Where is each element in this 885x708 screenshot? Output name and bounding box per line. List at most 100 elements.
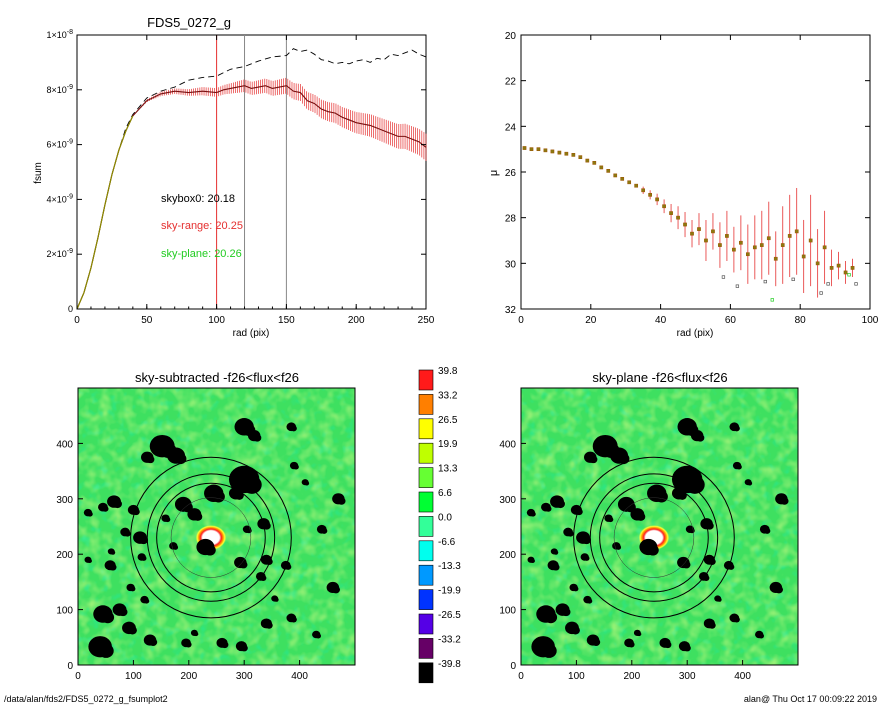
mu-point	[683, 222, 687, 227]
mu-point	[550, 149, 555, 154]
colorbar-swatch	[418, 369, 434, 391]
mask-blob	[617, 453, 630, 465]
colorbar-swatch	[418, 418, 434, 440]
p1-xtick-label: 100	[208, 315, 225, 326]
p2-ytick-label: 24	[505, 122, 517, 133]
p1-title: FDS5_0272_g	[147, 15, 231, 30]
p1-xtick-label: 200	[348, 315, 365, 326]
mu-outlier	[826, 282, 830, 286]
mask-blob	[589, 455, 598, 464]
mu-point	[822, 245, 827, 250]
mask-blob	[304, 481, 310, 486]
p2-xtick-label: 40	[655, 315, 667, 326]
p1-xtick-label: 0	[74, 315, 80, 326]
aperture-circle	[170, 497, 252, 578]
mu-outlier	[721, 275, 726, 279]
mu-point	[704, 238, 708, 243]
mask-blob	[127, 626, 137, 635]
mu-point	[711, 229, 715, 234]
p3-xtick-label: 300	[236, 671, 253, 682]
p1-ytick-label: 6×10-9	[46, 139, 73, 150]
p4-ytick-label: 400	[499, 439, 516, 450]
p3-xtick-label: 400	[291, 671, 308, 682]
p4-ytick-label: 300	[499, 495, 516, 506]
mask-blob	[607, 517, 614, 523]
p2-xtick-label: 0	[518, 315, 524, 326]
mu-outlier	[847, 273, 851, 277]
mask-blob	[290, 425, 297, 432]
mu-point	[808, 238, 813, 243]
mu-point	[794, 229, 799, 234]
sky-plane-image: sky-plane -f26<flux<f26 0 100 200 300 400 0 1…	[499, 370, 799, 682]
mu-point	[787, 234, 792, 238]
annotation-sky-range: sky-range: 20.25	[161, 220, 243, 232]
mask-blob	[586, 598, 593, 604]
p3-xtick-label: 100	[125, 671, 142, 682]
p3-ytick-label: 0	[67, 661, 73, 672]
p2-ylabel: μ	[488, 170, 500, 176]
p2-xtick-label: 60	[725, 315, 737, 326]
mask-blob	[736, 464, 742, 470]
mask-blob	[696, 434, 705, 442]
aperture-circle	[156, 482, 266, 593]
mask-blob	[758, 633, 764, 639]
colorbar-label: -19.9	[438, 586, 461, 597]
mask-blob	[764, 528, 771, 534]
p1-ytick-label: 8×10-9	[46, 84, 73, 95]
p2-ytick-label: 30	[505, 259, 517, 270]
colorbar-swatch	[418, 540, 434, 562]
mu-point	[662, 204, 666, 209]
colorbar-label: -26.5	[438, 610, 461, 621]
colorbar-label: 26.5	[438, 415, 458, 426]
mu-point	[606, 169, 611, 173]
colorbar: 39.8 33.2 26.5 19.9 13.3 6.6 0.0 -6.6 -13.3 -19.9…	[418, 366, 461, 684]
mu-point	[746, 252, 750, 257]
mu-outlier	[819, 291, 823, 295]
mu-point	[592, 161, 597, 165]
colorbar-swatch	[418, 564, 434, 586]
mu-point	[669, 211, 673, 215]
mask-blob	[708, 622, 716, 629]
mask-blob	[118, 607, 128, 617]
mask-blob	[234, 491, 244, 500]
colorbar-swatch	[418, 491, 434, 513]
mask-blob	[570, 626, 580, 635]
mu-outlier	[735, 284, 740, 288]
mask-blob	[530, 511, 536, 517]
mu-outlier	[763, 279, 767, 284]
mu-point	[759, 243, 764, 247]
mask-blob	[733, 425, 740, 432]
mask-blob	[584, 555, 590, 561]
p4-frame	[520, 387, 799, 666]
mask-blob	[274, 597, 279, 602]
colorbar-swatch	[418, 394, 434, 415]
mask-blob	[331, 585, 341, 594]
series-inner-line	[76, 115, 134, 310]
p4-xtick-label: 0	[518, 671, 524, 682]
mask-blob	[682, 560, 691, 569]
p3-title: sky-subtracted -f26<flux<f26	[135, 370, 299, 385]
aperture-circle	[573, 456, 735, 619]
colorbar-label: 19.9	[438, 439, 458, 450]
mask-blob	[204, 544, 216, 556]
mask-blob	[655, 490, 668, 503]
mask-blob	[241, 475, 262, 494]
p1-ytick-label: 4×10-9	[46, 193, 73, 204]
p4-xtick-label: 100	[568, 671, 585, 682]
p2-xtick-label: 80	[795, 315, 807, 326]
colorbar-swatch	[418, 638, 434, 659]
colorbar-label: 13.3	[438, 464, 458, 475]
p3-xtick-label: 200	[180, 671, 197, 682]
mu-point	[829, 266, 834, 270]
mask-blob	[683, 644, 691, 652]
colorbar-label: 0.0	[438, 512, 452, 523]
aperture-circle	[146, 473, 276, 602]
mu-point	[641, 188, 645, 193]
mu-point	[697, 227, 701, 231]
colorbar-swatch	[418, 467, 434, 488]
mu-point	[836, 263, 841, 268]
aperture-circle	[130, 456, 292, 619]
mu-point	[690, 231, 694, 236]
mask-blob	[221, 641, 229, 649]
mask-blob	[246, 528, 252, 534]
